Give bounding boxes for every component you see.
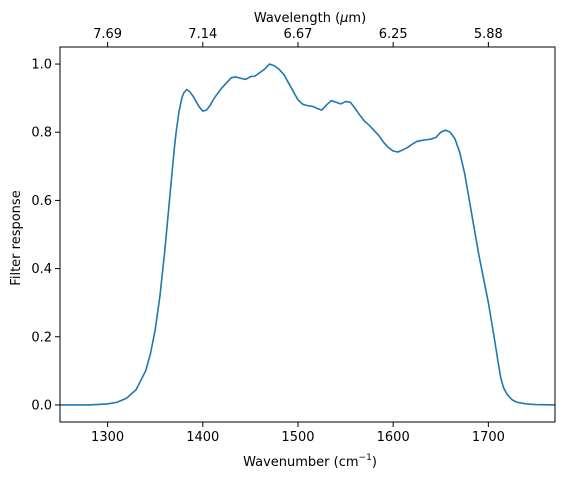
y-tick-label: 1.0 bbox=[31, 58, 52, 73]
y-axis-ticks: 0.0 0.2 0.4 0.6 0.8 1.0 bbox=[31, 58, 60, 413]
y-tick-label: 0.0 bbox=[31, 398, 52, 413]
axes-frame bbox=[59, 46, 556, 423]
top-tick-label: 7.14 bbox=[188, 27, 217, 42]
x-tick-label: 1600 bbox=[377, 430, 410, 445]
y-tick-label: 0.4 bbox=[31, 262, 52, 277]
x-axis-ticks: 1300 1400 1500 1600 1700 bbox=[91, 422, 505, 445]
y-tick-label: 0.6 bbox=[31, 194, 52, 209]
top-tick-label: 5.88 bbox=[474, 27, 503, 42]
x-tick-label: 1400 bbox=[186, 430, 219, 445]
top-tick-label: 6.67 bbox=[284, 27, 313, 42]
top-tick-label: 6.25 bbox=[379, 27, 408, 42]
x-tick-label: 1700 bbox=[472, 430, 505, 445]
x-tick-label: 1300 bbox=[91, 430, 124, 445]
top-axis-label: Wavelength (μm) bbox=[254, 11, 366, 26]
x-tick-label: 1500 bbox=[281, 430, 314, 445]
y-tick-label: 0.2 bbox=[31, 330, 52, 345]
y-axis-label: Filter response bbox=[9, 190, 24, 285]
y-tick-label: 0.8 bbox=[31, 126, 52, 141]
filter-response-line bbox=[60, 63, 556, 406]
top-axis-ticks: 7.69 7.14 6.67 6.25 5.88 bbox=[93, 27, 503, 47]
x-axis-label: Wavenumber (cm−1) bbox=[243, 453, 377, 470]
top-tick-label: 7.69 bbox=[93, 27, 122, 42]
